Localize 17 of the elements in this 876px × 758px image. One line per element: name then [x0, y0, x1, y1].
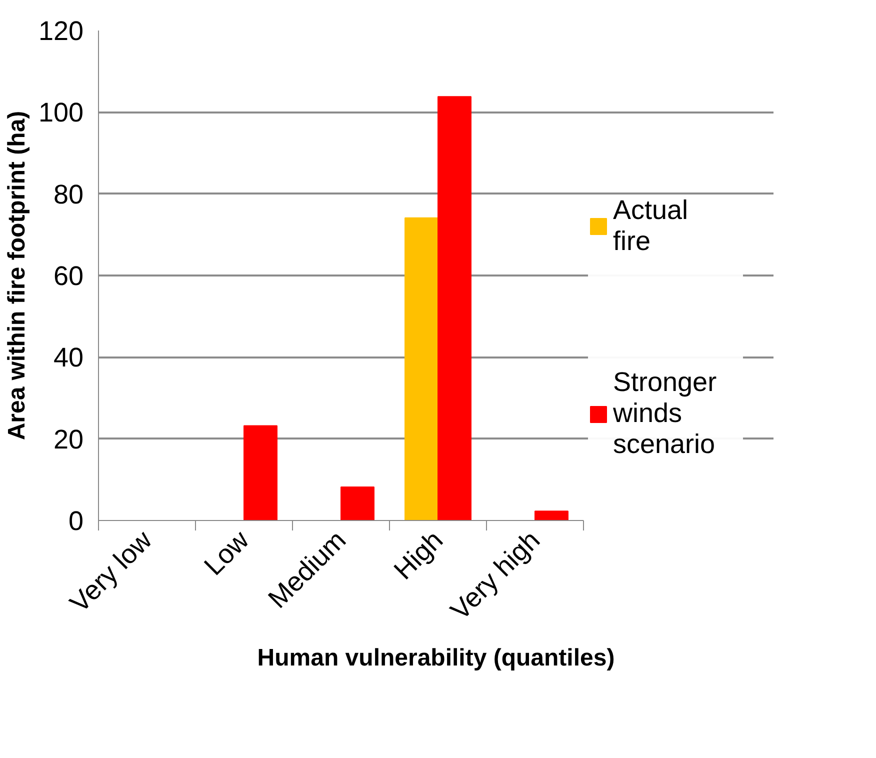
bar: [340, 486, 374, 520]
bar: [404, 217, 438, 520]
x-axis-title: Human vulnerability (quantiles): [257, 644, 615, 672]
y-tick-label: 120: [38, 16, 84, 46]
y-tick-label: 60: [53, 261, 84, 291]
y-axis-title: Area within fire footprint (ha): [3, 110, 30, 440]
x-tick-label: Low: [198, 524, 255, 582]
bar: [438, 96, 472, 520]
y-tick-label: 40: [53, 342, 84, 373]
y-tick-label: 100: [38, 98, 84, 128]
y-tick-label: 0: [68, 506, 84, 536]
y-tick-label: 20: [53, 424, 84, 454]
legend-label: Actual fire: [613, 195, 690, 257]
y-tick-label: 80: [53, 179, 84, 210]
bar: [534, 510, 568, 520]
legend-label: Stronger winds scenario: [613, 367, 718, 460]
bar: [244, 425, 278, 520]
